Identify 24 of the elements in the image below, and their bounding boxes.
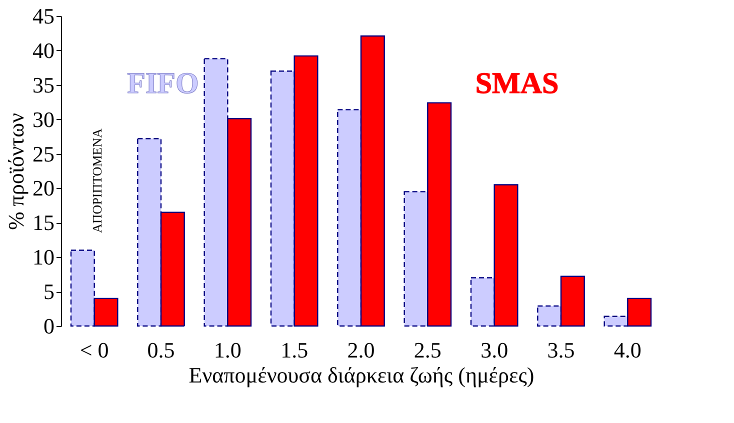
x-tick-label: 2.5 [414, 338, 442, 362]
x-tick-label: 3.5 [547, 338, 575, 362]
y-tick-label: 40 [32, 38, 54, 63]
y-tick-label: 5 [44, 279, 54, 304]
x-tick-label: 4.0 [614, 338, 642, 362]
series-label: FIFO [127, 67, 199, 100]
x-tick-label: < 0 [80, 338, 109, 362]
y-tick-label: 45 [32, 4, 54, 28]
y-tick-label: 35 [32, 72, 54, 98]
x-tick-label: 0.5 [147, 338, 175, 362]
annotation: ΑΠΟΡΙΠΤΟΜΕΝΑ [90, 128, 105, 233]
x-axis-title: Εναπομένουσα διάρκεια ζωής (ημέρες) [188, 362, 534, 388]
y-tick-label: 15 [32, 210, 54, 236]
y-tick-label: 20 [32, 176, 54, 201]
x-tick-label: 1.5 [280, 338, 308, 362]
x-tick-label: 3.0 [480, 338, 508, 362]
y-tick-label: 0 [44, 314, 54, 338]
y-tick-label: 25 [32, 141, 54, 166]
y-tick-label: 10 [32, 244, 54, 270]
x-tick-label: 1.0 [214, 338, 242, 362]
x-tick-label: 2.0 [347, 338, 375, 362]
y-tick-label: 30 [32, 106, 54, 132]
series-label: SMAS [475, 67, 559, 100]
y-axis-title: % προϊόντων [4, 112, 28, 230]
